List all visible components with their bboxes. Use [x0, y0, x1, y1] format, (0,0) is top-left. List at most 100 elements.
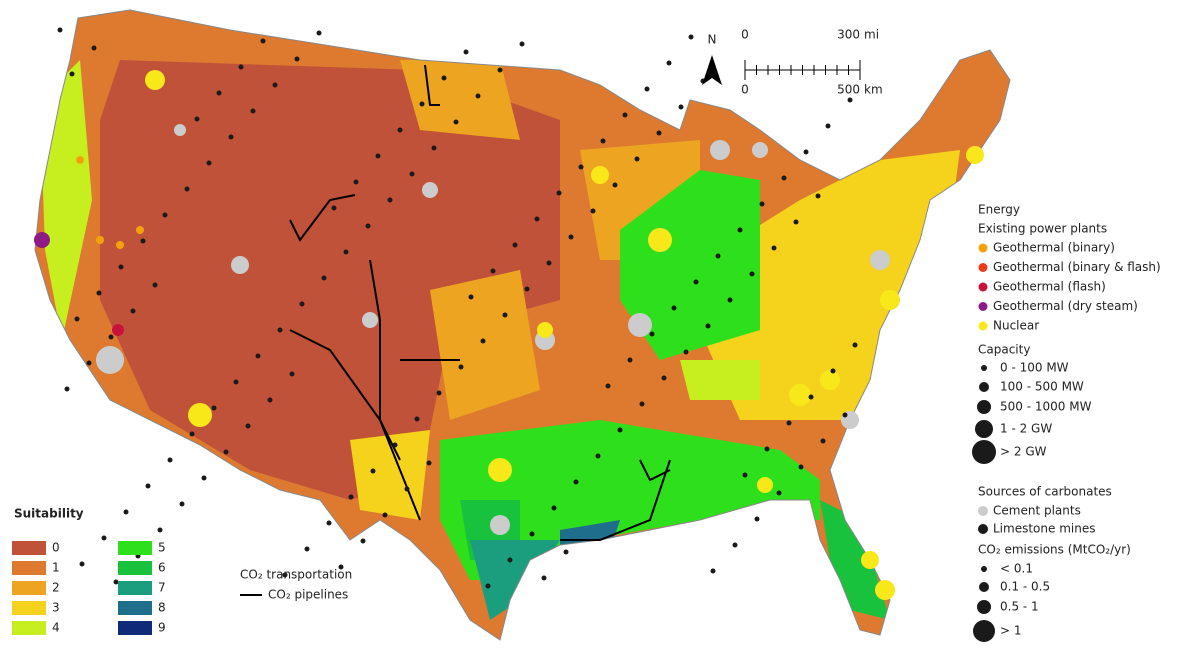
limestone-mine — [453, 119, 459, 125]
legend-title: Suitability — [14, 507, 84, 521]
legend-label: > 1 — [1000, 624, 1022, 638]
legend-title: CO₂ transportation — [240, 568, 352, 582]
scale-label: 0 — [741, 28, 749, 42]
pipeline — [369, 259, 401, 461]
legend-marker — [975, 420, 993, 438]
legend-swatch — [118, 561, 152, 575]
limestone-mine — [590, 208, 596, 214]
limestone-mine — [370, 468, 376, 474]
limestone-mine — [338, 564, 344, 570]
limestone-mine — [79, 561, 85, 567]
limestone-mine — [331, 205, 337, 211]
limestone-mine — [348, 494, 354, 500]
limestone-mine — [267, 397, 273, 403]
legend-swatch — [12, 581, 46, 595]
limestone-mine — [475, 93, 481, 99]
limestone-mine — [360, 538, 366, 544]
pipeline — [560, 459, 671, 541]
limestone-mine — [167, 457, 173, 463]
legend-label: Geothermal (flash) — [993, 280, 1106, 294]
limestone-mine — [365, 223, 371, 229]
legend-label: 0 - 100 MW — [1000, 361, 1069, 375]
legend-marker — [978, 243, 988, 253]
limestone-mine — [622, 112, 628, 118]
limestone-mine — [742, 472, 748, 478]
limestone-mine — [842, 412, 848, 418]
legend-label: > 2 GW — [1000, 445, 1047, 459]
nuclear-plant — [757, 477, 773, 493]
nuclear-plant — [789, 384, 811, 406]
limestone-mine — [639, 401, 645, 407]
scale-label: 500 — [837, 83, 860, 97]
limestone-mine — [710, 568, 716, 574]
legend-swatch — [12, 601, 46, 615]
limestone-mine — [162, 212, 168, 218]
pipeline — [289, 194, 356, 242]
legend-marker — [972, 440, 996, 464]
limestone-mine — [798, 464, 804, 470]
legend-label: 9 — [158, 621, 166, 635]
limestone-mine — [206, 160, 212, 166]
limestone-mine — [152, 282, 158, 288]
limestone-mine — [228, 134, 234, 140]
limestone-mine — [568, 234, 574, 240]
limestone-mine — [74, 316, 80, 322]
legend-marker — [978, 321, 988, 331]
limestone-mine — [397, 127, 403, 133]
limestone-mine — [534, 216, 540, 222]
limestone-mine — [382, 512, 388, 518]
scale-unit: mi — [864, 28, 879, 42]
limestone-mine — [201, 475, 207, 481]
limestone-mine — [705, 323, 711, 329]
limestone-mine — [563, 549, 569, 555]
nuclear-plant — [648, 228, 672, 252]
limestone-mine — [556, 190, 562, 196]
nuclear-plant — [188, 403, 212, 427]
limestone-mine — [754, 516, 760, 522]
scale-unit: km — [864, 83, 883, 97]
limestone-mine — [189, 431, 195, 437]
limestone-mine — [551, 505, 557, 511]
legend-label: 0.1 - 0.5 — [1000, 580, 1050, 594]
limestone-mine — [282, 572, 288, 578]
cement-plant — [490, 515, 510, 535]
limestone-mine — [617, 427, 623, 433]
geothermal-plant — [96, 236, 104, 244]
legend-label: 7 — [158, 581, 166, 595]
pipeline — [424, 64, 440, 106]
limestone-mine — [353, 179, 359, 185]
limestone-mine — [661, 375, 667, 381]
limestone-mine — [578, 164, 584, 170]
limestone-mine — [683, 349, 689, 355]
limestone-mine — [321, 275, 327, 281]
limestone-mine — [392, 442, 398, 448]
limestone-mine — [216, 90, 222, 96]
cement-plant — [422, 182, 438, 198]
legend-label: CO₂ pipelines — [268, 588, 348, 602]
legend-label: 3 — [52, 601, 60, 615]
limestone-mine — [414, 416, 420, 422]
legend-label: < 0.1 — [1000, 562, 1033, 576]
limestone-mine — [502, 312, 508, 318]
limestone-mine — [436, 390, 442, 396]
cement-plant — [870, 250, 890, 270]
limestone-mine — [485, 583, 491, 589]
limestone-mine — [820, 438, 826, 444]
geothermal-plant — [136, 226, 144, 234]
limestone-mine — [69, 71, 75, 77]
limestone-mine — [277, 327, 283, 333]
limestone-mine — [737, 227, 743, 233]
compass-label: N — [708, 33, 717, 47]
region — [100, 60, 560, 500]
scale-label: 300 — [837, 28, 860, 42]
limestone-mine — [480, 338, 486, 344]
legend-marker — [978, 263, 988, 272]
nuclear-plant — [488, 458, 512, 482]
legend-subtitle: CO₂ emissions (MtCO₂/yr) — [978, 543, 1131, 557]
nuclear-plant — [966, 146, 984, 164]
legend-title: Energy — [978, 203, 1020, 217]
legend-swatch — [12, 621, 46, 635]
cement-plant — [96, 346, 124, 374]
nuclear-plant — [875, 580, 895, 600]
